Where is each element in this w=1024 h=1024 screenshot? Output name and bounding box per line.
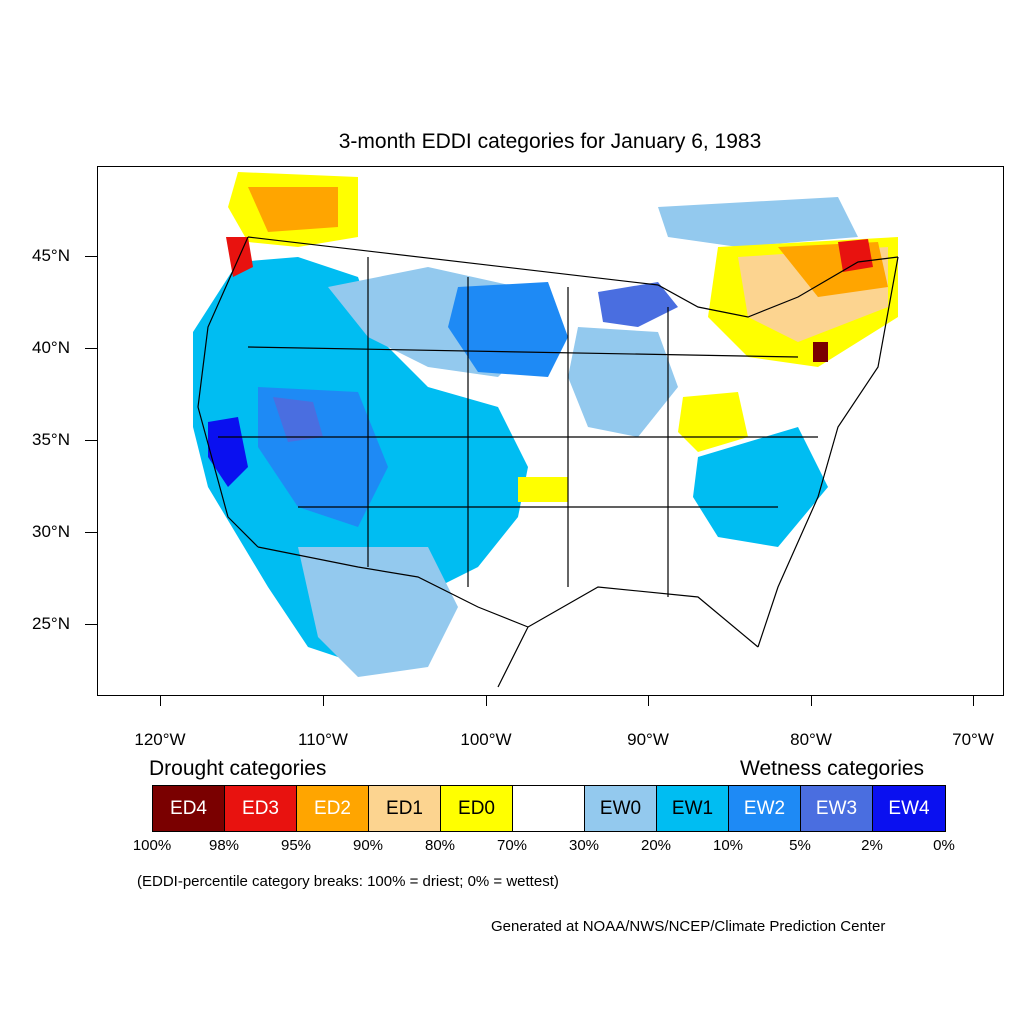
percent-label: 95%: [280, 837, 312, 854]
lon-label: 120°W: [134, 730, 186, 749]
category-note: (EDDI-percentile category breaks: 100% =…: [137, 873, 559, 890]
percent-label: 20%: [640, 837, 672, 854]
lon-tick: [323, 696, 324, 706]
lat-tick: [85, 348, 97, 349]
legend-box: EW1: [657, 786, 729, 831]
lon-label: 70°W: [952, 730, 994, 749]
legend-box: ED3: [225, 786, 297, 831]
percent-label: 10%: [712, 837, 744, 854]
percent-label: 70%: [496, 837, 528, 854]
dry-region-pacific-nw-ed1: [248, 187, 338, 232]
lon-label: 90°W: [627, 730, 669, 749]
lat-label: 25°N: [32, 614, 70, 633]
lat-tick: [85, 624, 97, 625]
percent-label: 5%: [789, 837, 811, 854]
legend-bar: ED4 ED3 ED2 ED1 ED0 EW0 EW1 EW2 EW3 EW4: [152, 785, 946, 832]
dry-region-pa-ed4: [813, 342, 828, 362]
legend-box: EW3: [801, 786, 873, 831]
percent-label: 2%: [861, 837, 883, 854]
lat-label: 35°N: [32, 430, 70, 449]
wetness-heading: Wetness categories: [740, 757, 925, 780]
wet-region-sierra: [208, 417, 248, 487]
boundaries: [197, 236, 899, 688]
legend-box: EW0: [585, 786, 657, 831]
legend-box: ED2: [297, 786, 369, 831]
wet-region-great-basin-dark: [273, 397, 323, 442]
lon-label: 80°W: [790, 730, 832, 749]
percent-label: 80%: [424, 837, 456, 854]
wet-region-southeast: [693, 427, 828, 547]
dry-region-maine-ed3: [838, 239, 873, 272]
drought-regions: [226, 172, 898, 502]
legend-box: EW2: [729, 786, 801, 831]
lat-tick: [85, 440, 97, 441]
east-coast: [757, 256, 899, 648]
dry-region-ohio-valley: [678, 392, 748, 452]
wet-region-canada: [658, 197, 858, 247]
legend-box: [513, 786, 585, 831]
legend-box: ED4: [153, 786, 225, 831]
drought-heading: Drought categories: [149, 757, 327, 780]
lat-tick: [85, 256, 97, 257]
lat-label: 45°N: [32, 246, 70, 265]
map-title: 3-month EDDI categories for January 6, 1…: [338, 130, 762, 153]
wet-region-midwest: [568, 327, 678, 437]
eddi-map: [97, 166, 1004, 696]
credit-line: Generated at NOAA/NWS/NCEP/Climate Predi…: [491, 918, 886, 935]
lon-tick: [486, 696, 487, 706]
lat-label: 40°N: [32, 338, 70, 357]
lon-tick: [811, 696, 812, 706]
state-line-5: [247, 346, 799, 358]
wetness-regions: [193, 197, 858, 677]
dry-region-texas: [518, 477, 568, 502]
percent-label: 90%: [352, 837, 384, 854]
legend-box: EW4: [873, 786, 945, 831]
us-mexico-border: [257, 546, 529, 628]
wet-region-dakotas: [448, 282, 568, 377]
legend-box: ED1: [369, 786, 441, 831]
percent-label: 98%: [208, 837, 240, 854]
wet-region-mexico: [298, 547, 458, 677]
us-canada-border: [247, 236, 899, 318]
percent-label: 100%: [132, 837, 172, 854]
wet-region-lake-superior: [598, 282, 678, 327]
percent-label: 0%: [933, 837, 955, 854]
lat-label: 30°N: [32, 522, 70, 541]
lat-tick: [85, 532, 97, 533]
west-coast: [197, 236, 259, 548]
legend-box: ED0: [441, 786, 513, 831]
map-canvas: [193, 172, 899, 688]
lon-tick: [648, 696, 649, 706]
lon-label: 110°W: [298, 730, 348, 749]
lon-label: 100°W: [460, 730, 512, 749]
lon-tick: [973, 696, 974, 706]
percent-label: 30%: [568, 837, 600, 854]
gulf-coast: [497, 586, 759, 688]
lon-tick: [160, 696, 161, 706]
